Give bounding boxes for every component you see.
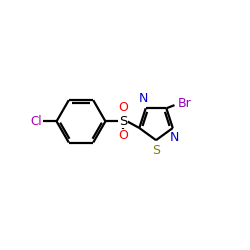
Text: O: O [118,129,128,142]
Text: S: S [119,115,127,128]
Text: S: S [152,144,160,157]
Text: Br: Br [178,98,191,110]
Text: O: O [118,101,128,114]
Text: N: N [139,92,148,106]
Text: N: N [170,131,179,144]
Text: Cl: Cl [30,115,42,128]
